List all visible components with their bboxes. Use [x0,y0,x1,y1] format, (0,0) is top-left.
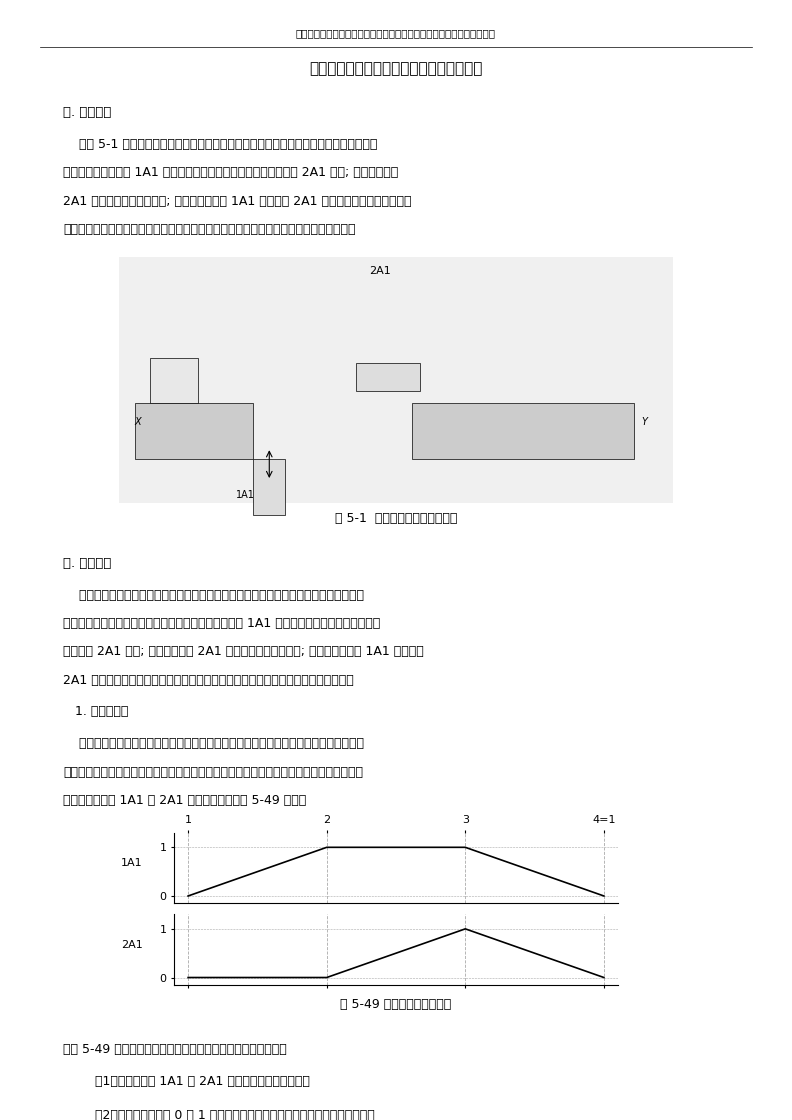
Text: X: X [135,417,141,427]
FancyBboxPatch shape [119,256,673,503]
Text: 一个按钮控制液压缸 1A1 活塞杆伸出，将送来的纸箱抬升到液压缸 2A1 前方; 到位后液压缸: 一个按钮控制液压缸 1A1 活塞杆伸出，将送来的纸箱抬升到液压缸 2A1 前方;… [63,166,398,179]
Text: 完成的纸箱从自动生产线上取下。按下按钮控制液压缸 1A1 活塞杆伸出，将送来的纸箱抬升: 完成的纸箱从自动生产线上取下。按下按钮控制液压缸 1A1 活塞杆伸出，将送来的纸… [63,617,381,631]
Text: 从图 5-49 可以看到位移步骤图在绘制时主要应注意以下几点。: 从图 5-49 可以看到位移步骤图在绘制时主要应注意以下几点。 [63,1043,287,1056]
Text: 位移步骤图是利用图表的形式来描述执行元件随步骤不同时状态的变化情况。利用位移: 位移步骤图是利用图表的形式来描述执行元件随步骤不同时状态的变化情况。利用位移 [63,737,364,750]
Text: 图 5-49 液压缸的位移步骤图: 图 5-49 液压缸的位移步骤图 [341,998,451,1011]
Y-axis label: 1A1: 1A1 [121,858,143,868]
Text: 2A1: 2A1 [369,265,391,276]
Text: 二. 任务实施: 二. 任务实施 [63,557,112,570]
Text: 纸箱抬升推出装置液压控制系统设计与仿真: 纸箱抬升推出装置液压控制系统设计与仿真 [310,62,482,76]
Text: （2）图表纵坐标上的 0 和 1 分别表示气缸活塞处于完全缩回和完全伸出状态。: （2）图表纵坐标上的 0 和 1 分别表示气缸活塞处于完全缩回和完全伸出状态。 [95,1109,375,1120]
Text: 任务中的液压缸 1A1 和 2A1 的位移步骤图如图 5-49 所示。: 任务中的液压缸 1A1 和 2A1 的位移步骤图如图 5-49 所示。 [63,794,307,808]
Bar [253,458,285,514]
Bar [150,357,198,402]
Text: 一. 任务描述: 一. 任务描述 [63,106,112,119]
Text: 如图 5-1 所示，利用两个液压缸把已经装箱打包完成的纸箱从自动生产线上取下。按下: 如图 5-1 所示，利用两个液压缸把已经装箱打包完成的纸箱从自动生产线上取下。按… [63,138,378,151]
Text: 液压传动与气动技术实训指导纸箱抬升推出装置液压控制系统设计与仿真: 液压传动与气动技术实训指导纸箱抬升推出装置液压控制系统设计与仿真 [296,28,496,38]
Text: 环完成。为防止活塞运动速度过快使纸箱破损，应对液压缸活塞杆的伸出速度进行调节。: 环完成。为防止活塞运动速度过快使纸箱破损，应对液压缸活塞杆的伸出速度进行调节。 [63,223,356,236]
Y-axis label: 2A1: 2A1 [121,940,143,950]
Bar [412,402,634,458]
Text: 本任务给出的纸箱抬升推出装置是一个行程控制回路。利用两个液压缸把已经装箱打包: 本任务给出的纸箱抬升推出装置是一个行程控制回路。利用两个液压缸把已经装箱打包 [63,589,364,601]
Text: 步骤图能清晰地说明行程程序各步的动作状态，也能方便我们进行回路设计和回路分析。本: 步骤图能清晰地说明行程程序各步的动作状态，也能方便我们进行回路设计和回路分析。本 [63,766,364,778]
Text: 到液压缸 2A1 前方; 到位后液压缸 2A1 伸出，将纸箱推入滑槽; 完成后，液压缸 1A1 和液压缸: 到液压缸 2A1 前方; 到位后液压缸 2A1 伸出，将纸箱推入滑槽; 完成后，… [63,645,424,659]
Text: 2A1 活塞同时缩回。要求液压缸活塞杆伸出速度可调。下面设计该装置的控制回路。: 2A1 活塞同时缩回。要求液压缸活塞杆伸出速度可调。下面设计该装置的控制回路。 [63,673,354,687]
Text: （1）图表左侧的 1A1 和 2A1 分别为执行元件的标号。: （1）图表左侧的 1A1 和 2A1 分别为执行元件的标号。 [95,1074,310,1088]
Text: Y: Y [642,417,648,427]
Bar [356,363,420,391]
Bar [135,402,253,458]
Text: 图 5-1  纸箱抬升推出装置示意图: 图 5-1 纸箱抬升推出装置示意图 [335,512,457,525]
Text: 2A1 伸出，将纸箱推入滑槽; 完成后，液压缸 1A1 和液压缸 2A1 活塞同时缩回，一个工作循: 2A1 伸出，将纸箱推入滑槽; 完成后，液压缸 1A1 和液压缸 2A1 活塞同… [63,195,412,207]
Text: 1. 位移步骤图: 1. 位移步骤图 [63,706,129,718]
Text: 1A1: 1A1 [236,489,255,500]
